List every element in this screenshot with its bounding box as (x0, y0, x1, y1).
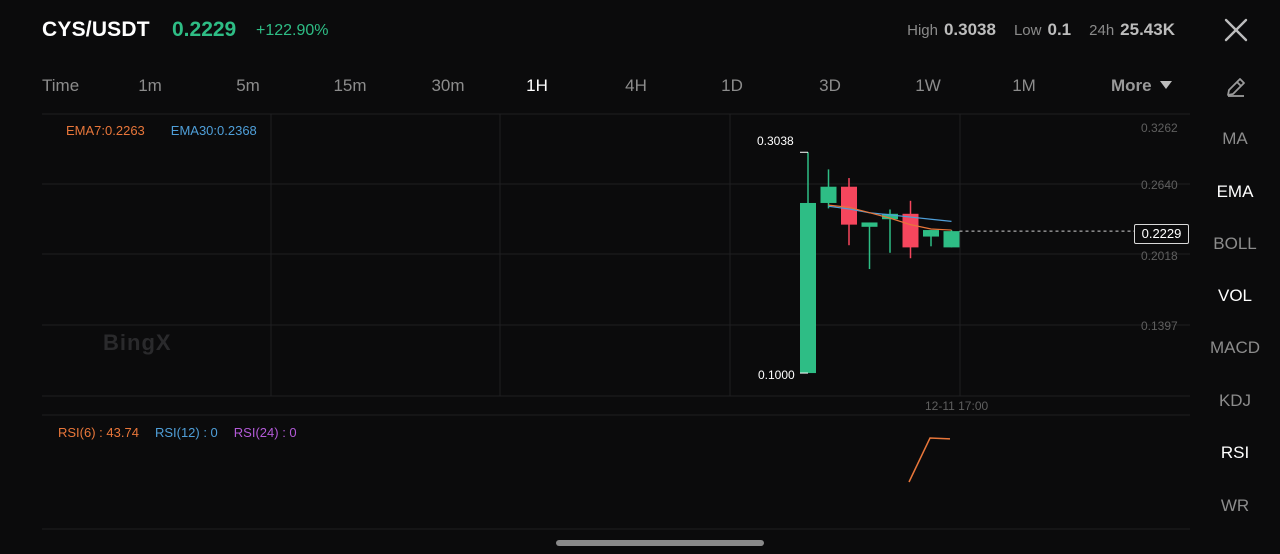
volume-value: 25.43K (1120, 20, 1175, 39)
low-value: 0.1 (1047, 20, 1072, 39)
rsi6-line (908, 437, 951, 483)
bingx-watermark: BingX (103, 330, 172, 355)
tab-1d[interactable]: 1D (721, 76, 743, 95)
ema30-label: EMA30:0.2368 (170, 123, 257, 138)
ema30-line (828, 205, 952, 222)
indicator-wr[interactable]: WR (1220, 496, 1250, 515)
high-marker: 0.3038 (757, 134, 794, 148)
header: CYS/USDT 0.2229 +122.90% High 0.3038 Low… (0, 0, 1280, 62)
market-stats: High 0.3038 Low 0.1 24h 25.43K (907, 20, 1175, 40)
indicator-boll[interactable]: BOLL (1213, 234, 1257, 253)
tab-3d[interactable]: 3D (819, 76, 841, 95)
close-icon[interactable] (1222, 16, 1250, 44)
tab-1w[interactable]: 1W (915, 76, 941, 95)
candle-body (861, 222, 878, 227)
last-price: 0.2229 (172, 18, 237, 41)
indicator-ema[interactable]: EMA (1216, 182, 1254, 201)
ema-lines (828, 204, 952, 231)
high-label: High (907, 22, 938, 39)
ema7-label: EMA7:0.2263 (66, 123, 145, 138)
ema-legend: EMA7:0.2263 EMA30:0.2368 (66, 123, 257, 138)
tab-30m[interactable]: 30m (431, 76, 465, 95)
tab-time[interactable]: Time (42, 76, 80, 95)
pencil-icon[interactable] (1224, 75, 1248, 99)
candle-body (820, 186, 837, 203)
current-price-tag: 0.2229 (1134, 224, 1189, 244)
tab-15m[interactable]: 15m (333, 76, 367, 95)
indicator-rsi[interactable]: RSI (1220, 443, 1250, 462)
tab-5m[interactable]: 5m (236, 76, 260, 95)
price-change-percent: +122.90% (256, 22, 329, 39)
tab-1h[interactable]: 1H (526, 76, 548, 95)
indicator-vol[interactable]: VOL (1217, 286, 1253, 305)
rsi6-label: RSI(6) : 43.74 (58, 425, 139, 440)
more-label: More (1111, 76, 1152, 95)
tab-4h[interactable]: 4H (625, 76, 647, 95)
trading-pair[interactable]: CYS/USDT (42, 18, 150, 41)
y-tick-label: 0.2018 (1141, 249, 1178, 263)
candle-body (882, 213, 898, 220)
y-tick-label: 0.1397 (1141, 319, 1178, 333)
candle-body (902, 213, 919, 248)
candle-body (943, 231, 960, 248)
rsi24-label: RSI(24) : 0 (233, 425, 297, 440)
candles (800, 151, 1134, 374)
indicator-macd[interactable]: MACD (1209, 338, 1261, 357)
more-timeframes-button[interactable]: More (1111, 76, 1172, 96)
high-value: 0.3038 (943, 20, 996, 39)
candle-body (923, 230, 939, 237)
candle-body (841, 186, 857, 225)
tab-1M[interactable]: 1M (1012, 76, 1036, 95)
indicator-kdj[interactable]: KDJ (1218, 391, 1252, 410)
indicator-ma[interactable]: MA (1222, 129, 1248, 148)
rsi-lines (908, 437, 951, 483)
rsi12-label: RSI(12) : 0 (154, 425, 218, 440)
volume-label: 24h (1089, 22, 1115, 39)
candle-body (800, 202, 816, 374)
y-tick-label: 0.3262 (1141, 121, 1178, 135)
caret-down-icon (1159, 81, 1172, 89)
rsi-legend: RSI(6) : 43.74 RSI(12) : 0 RSI(24) : 0 (58, 425, 297, 440)
x-axis-label: 12-11 17:00 (925, 399, 989, 413)
y-tick-label: 0.2640 (1141, 178, 1178, 192)
low-label: Low (1013, 22, 1042, 39)
chart-grid (42, 113, 1190, 530)
tab-1m[interactable]: 1m (138, 76, 162, 95)
ema7-line (828, 204, 952, 231)
low-marker: 0.1000 (758, 368, 795, 382)
timeframe-bar: Time 1m 5m 15m 30m 1H 4H 1D 3D 1W 1M Mor… (0, 66, 1190, 106)
home-indicator[interactable] (556, 540, 764, 546)
